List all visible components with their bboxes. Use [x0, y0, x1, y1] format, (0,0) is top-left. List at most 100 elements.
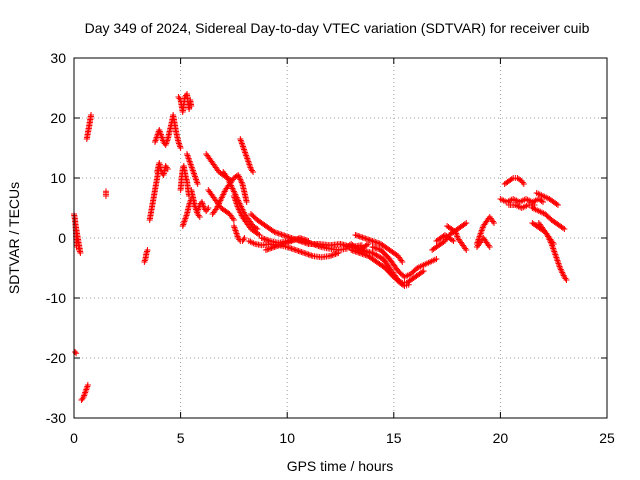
data-point	[143, 250, 150, 256]
data-point	[247, 164, 254, 171]
data-point	[237, 136, 244, 142]
data-point	[520, 181, 527, 187]
data-point	[245, 160, 252, 166]
data-point	[82, 389, 89, 396]
data-point	[239, 143, 246, 150]
data-point	[500, 197, 507, 204]
series-t36	[497, 196, 547, 205]
data-point	[102, 188, 109, 195]
data-point	[450, 238, 457, 244]
data-point	[188, 103, 195, 109]
data-point	[199, 200, 206, 207]
data-point	[240, 145, 247, 151]
y-tick-label: 0	[58, 230, 66, 246]
data-point	[238, 140, 245, 147]
y-tick-label: 10	[50, 170, 66, 186]
data-point	[186, 202, 193, 208]
data-point	[189, 166, 196, 172]
data-point	[187, 160, 194, 166]
data-point	[233, 229, 240, 235]
data-point	[478, 227, 485, 234]
data-point	[72, 349, 79, 355]
x-tick-label: 10	[279, 430, 295, 446]
data-point	[477, 230, 484, 237]
data-point	[365, 241, 372, 247]
series-t37	[505, 202, 538, 211]
data-point	[187, 161, 194, 168]
data-point	[515, 203, 522, 210]
data-point	[85, 127, 92, 133]
series-t24	[262, 235, 312, 253]
data-point	[177, 143, 184, 150]
data-point	[182, 214, 189, 220]
data-point	[513, 197, 520, 204]
data-point	[188, 164, 195, 171]
x-tick-label: 0	[70, 430, 78, 446]
data-point	[243, 199, 250, 205]
data-point	[476, 233, 483, 240]
data-points	[71, 91, 570, 403]
x-tick-label: 20	[493, 430, 509, 446]
data-point	[188, 163, 195, 169]
y-tick-label: 30	[50, 50, 66, 66]
data-point	[192, 175, 199, 181]
x-tick-label: 15	[386, 430, 402, 446]
data-point	[205, 205, 212, 211]
data-point	[152, 139, 159, 145]
series-t41	[529, 220, 557, 247]
data-point	[554, 259, 561, 265]
data-point	[242, 151, 249, 157]
data-point	[234, 233, 241, 240]
data-point	[479, 224, 486, 231]
data-point	[241, 146, 248, 153]
data-point	[552, 253, 559, 259]
data-point	[144, 248, 151, 255]
data-point	[550, 245, 557, 252]
data-point	[244, 157, 251, 163]
data-point	[158, 133, 165, 139]
data-point	[176, 140, 183, 147]
data-point	[191, 172, 198, 178]
data-point	[237, 137, 244, 144]
plot-frame	[73, 57, 608, 419]
data-point	[486, 244, 493, 250]
data-point	[193, 178, 200, 184]
data-point	[179, 223, 186, 229]
series-t26	[348, 247, 412, 289]
data-point	[153, 136, 160, 142]
series-t19	[230, 223, 248, 244]
data-point	[186, 157, 193, 163]
data-point	[181, 218, 188, 225]
data-point	[196, 214, 203, 220]
series-t7	[154, 160, 171, 178]
series-t20	[237, 136, 257, 175]
data-point	[190, 170, 197, 177]
data-point	[519, 197, 526, 204]
series-t35	[501, 175, 527, 187]
data-point	[478, 229, 485, 235]
data-point	[183, 212, 190, 219]
data-point	[553, 201, 560, 207]
data-point	[185, 155, 192, 162]
data-point	[185, 154, 192, 160]
data-point	[81, 392, 88, 399]
data-point	[239, 142, 246, 148]
data-point	[175, 139, 182, 145]
data-point	[152, 137, 159, 144]
data-point	[144, 247, 151, 253]
data-point	[244, 155, 251, 162]
data-point	[550, 241, 557, 247]
data-point	[83, 385, 90, 391]
data-point	[246, 161, 253, 168]
data-point	[561, 226, 568, 232]
data-point	[404, 272, 411, 279]
data-point	[551, 250, 558, 256]
data-point	[231, 224, 238, 231]
data-point	[183, 176, 190, 183]
data-point	[550, 247, 557, 253]
data-point	[540, 199, 547, 205]
data-point	[82, 388, 89, 394]
data-point	[233, 230, 240, 237]
axis-ticks	[73, 57, 608, 419]
